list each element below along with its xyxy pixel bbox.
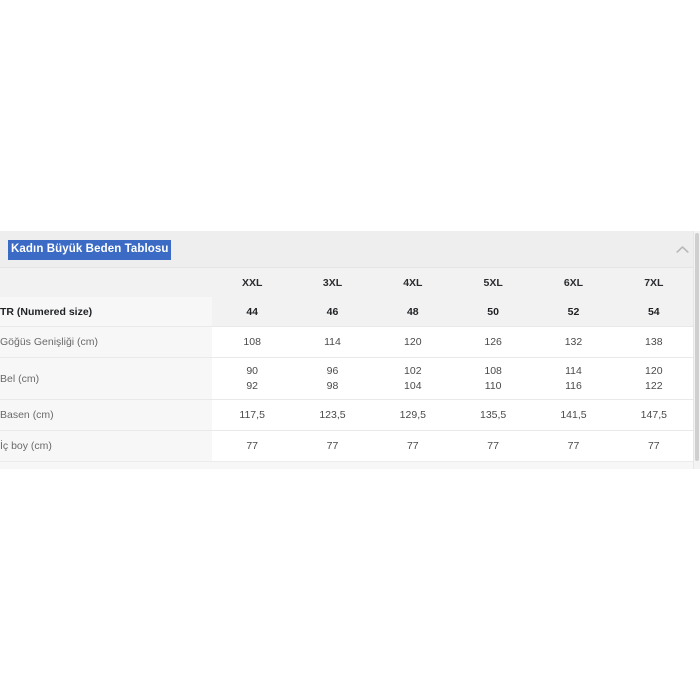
cell-bel-4xl-lower: 104 bbox=[404, 379, 422, 392]
cell-bel-xxl-lower: 92 bbox=[246, 379, 258, 392]
row-label-gogus-genisligi: Göğüs Genişliği (cm) bbox=[0, 326, 212, 358]
cell-icboy-6xl: 77 bbox=[533, 430, 614, 462]
cell-basen-xxl: 117,5 bbox=[212, 399, 293, 431]
cell-icboy-4xl: 77 bbox=[372, 430, 453, 462]
cell-gogus-7xl: 138 bbox=[613, 326, 694, 358]
cell-bel-3xl-lower: 98 bbox=[326, 379, 339, 392]
table-header-row: XXL 3XL 4XL 5XL 6XL 7XL bbox=[0, 268, 694, 297]
column-header-6xl: 6XL bbox=[533, 268, 614, 297]
cell-bel-6xl: 114 116 bbox=[533, 357, 614, 400]
table-row: İç boy (cm) 77 77 77 77 77 77 bbox=[0, 430, 694, 462]
cell-bel-6xl-upper: 114 bbox=[565, 364, 582, 377]
column-header-3xl: 3XL bbox=[292, 268, 373, 297]
cell-tr-4xl: 48 bbox=[372, 297, 453, 327]
cell-bel-5xl: 108 110 bbox=[452, 357, 534, 400]
row-label-basen: Basen (cm) bbox=[0, 399, 212, 431]
cell-bel-xxl: 90 92 bbox=[212, 357, 293, 400]
cell-icboy-xxl: 77 bbox=[212, 430, 293, 462]
row-label-tr-numered-size: TR (Numered size) bbox=[0, 297, 212, 327]
cell-tr-6xl: 52 bbox=[533, 297, 614, 327]
cell-bel-4xl-upper: 102 bbox=[404, 364, 422, 377]
cell-bel-3xl: 96 98 bbox=[292, 357, 373, 400]
collapse-toggle-button[interactable] bbox=[672, 239, 692, 259]
size-chart-panel-header[interactable]: Kadın Büyük Beden Tablosu bbox=[0, 231, 700, 267]
row-label-bel: Bel (cm) bbox=[0, 357, 212, 400]
cell-bel-3xl-upper: 96 bbox=[326, 364, 339, 377]
vertical-scrollbar-thumb[interactable] bbox=[695, 233, 699, 461]
size-table-wrapper: XXL 3XL 4XL 5XL 6XL 7XL TR (Numered size… bbox=[0, 267, 700, 469]
row-label-ic-boy: İç boy (cm) bbox=[0, 430, 212, 462]
cell-icboy-3xl: 77 bbox=[292, 430, 373, 462]
column-header-7xl: 7XL bbox=[613, 268, 694, 297]
column-header-4xl: 4XL bbox=[372, 268, 453, 297]
cell-gogus-xxl: 108 bbox=[212, 326, 293, 358]
size-table: XXL 3XL 4XL 5XL 6XL 7XL TR (Numered size… bbox=[0, 268, 694, 462]
cell-icboy-7xl: 77 bbox=[613, 430, 694, 462]
cell-bel-5xl-upper: 108 bbox=[484, 364, 502, 377]
chevron-up-icon bbox=[675, 245, 689, 254]
cell-gogus-4xl: 120 bbox=[372, 326, 453, 358]
page-title: Kadın Büyük Beden Tablosu bbox=[8, 239, 171, 260]
panel-title-wrapper: Kadın Büyük Beden Tablosu bbox=[0, 239, 171, 260]
cell-basen-4xl: 129,5 bbox=[372, 399, 453, 431]
cell-bel-7xl-lower: 122 bbox=[645, 379, 663, 392]
cell-basen-6xl: 141,5 bbox=[533, 399, 614, 431]
column-header-5xl: 5XL bbox=[452, 268, 534, 297]
cell-bel-5xl-lower: 110 bbox=[484, 379, 502, 392]
cell-basen-5xl: 135,5 bbox=[452, 399, 534, 431]
cell-bel-xxl-upper: 90 bbox=[246, 364, 258, 377]
cell-tr-3xl: 46 bbox=[292, 297, 373, 327]
cell-basen-3xl: 123,5 bbox=[292, 399, 373, 431]
table-row: TR (Numered size) 44 46 48 50 52 54 bbox=[0, 297, 694, 327]
table-top-divider bbox=[0, 267, 694, 268]
table-row: Basen (cm) 117,5 123,5 129,5 135,5 141,5… bbox=[0, 399, 694, 431]
cell-tr-xxl: 44 bbox=[212, 297, 293, 327]
cell-gogus-3xl: 114 bbox=[292, 326, 373, 358]
table-row: Göğüs Genişliği (cm) 108 114 120 126 132… bbox=[0, 326, 694, 358]
cell-basen-7xl: 147,5 bbox=[613, 399, 694, 431]
cell-gogus-5xl: 126 bbox=[452, 326, 534, 358]
cell-gogus-6xl: 132 bbox=[533, 326, 614, 358]
column-header-xxl: XXL bbox=[212, 268, 293, 297]
table-header-label-cell bbox=[0, 268, 212, 297]
cell-bel-6xl-lower: 116 bbox=[565, 379, 582, 392]
vertical-scrollbar[interactable] bbox=[693, 231, 700, 469]
cell-tr-7xl: 54 bbox=[613, 297, 694, 327]
cell-tr-5xl: 50 bbox=[452, 297, 534, 327]
cell-icboy-5xl: 77 bbox=[452, 430, 534, 462]
cell-bel-7xl-upper: 120 bbox=[645, 364, 663, 377]
size-chart-panel: Kadın Büyük Beden Tablosu bbox=[0, 231, 700, 469]
cell-bel-4xl: 102 104 bbox=[372, 357, 453, 400]
table-row: Bel (cm) 90 92 96 98 102 104 bbox=[0, 357, 694, 400]
cell-bel-7xl: 120 122 bbox=[613, 357, 694, 400]
